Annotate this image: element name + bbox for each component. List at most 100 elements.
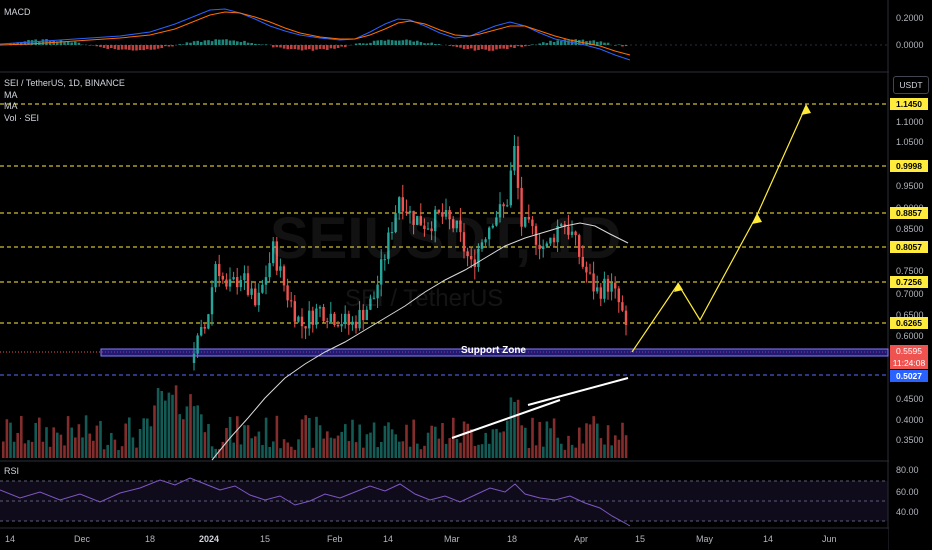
volume-bar [34,422,37,458]
volume-bar [221,441,225,458]
level-tag[interactable]: 0.7256 [890,276,928,288]
current-price-tag[interactable]: 0.5595 11:24:08 [890,345,928,369]
volume-bar [473,445,477,458]
candle-body [322,307,325,322]
watermark-name: SEI / TetherUS [345,285,504,312]
support-zone-rect[interactable] [100,348,889,357]
candle-body [480,242,484,249]
price-tick: 1.1000 [896,117,924,127]
volume-bar [156,387,160,458]
support-trendline[interactable] [527,377,629,406]
price-tick: 0.4500 [896,394,924,404]
projection-path[interactable] [631,105,807,353]
indicator-volume[interactable]: Vol · SEI [4,113,40,123]
volume-bar [369,432,372,458]
volume-bar [138,428,142,458]
horizontal-levels[interactable] [0,103,888,324]
volume-bar [70,427,73,458]
currency-button[interactable]: USDT [893,76,929,94]
macd-histogram-bar [290,45,293,50]
macd-histogram-bar [437,43,441,45]
candle-body [347,313,350,325]
time-tick: Dec [74,534,91,544]
volume-bar [74,437,77,458]
candle-body [488,227,491,240]
rsi-tick: 80.00 [896,465,919,475]
macd-histogram-bar [488,45,491,51]
level-tag[interactable]: 0.9998 [890,160,928,172]
macd-histogram-bar [178,44,181,45]
macd-histogram-bar [99,45,102,47]
macd-histogram-bar [185,42,189,45]
candle-body [214,264,217,288]
candle-body [621,302,624,311]
volume-bar [624,435,628,458]
macd-histogram-bar [502,45,505,49]
candle-body [452,219,455,229]
volume-bar [203,432,207,458]
volume-bar [437,438,441,458]
time-tick: 2024 [199,534,220,544]
volume-bar [480,444,484,458]
volume-bar [16,432,19,458]
indicator-ma-2[interactable]: MA [4,101,18,111]
volume-bar [207,424,210,458]
macd-tick: 0.0000 [896,40,924,50]
candle-body [401,197,404,212]
candle-countdown: 11:24:08 [892,358,926,368]
macd-histogram-bar [304,45,307,50]
level-tag[interactable]: 1.1450 [890,98,928,110]
level-tag[interactable]: 0.6265 [890,317,928,329]
candle-body [441,212,444,217]
macd-histogram-bar [430,42,433,45]
macd-histogram-bar [41,39,45,45]
volume-bar [542,446,545,458]
volume-trendline[interactable] [451,399,561,439]
macd-histogram-bar [131,45,135,51]
macd-histogram-bar [243,40,246,45]
volume-bar [527,447,531,458]
volume-bar [286,442,289,458]
price-axis[interactable] [889,0,932,550]
macd-histogram-bar [236,41,239,45]
macd-histogram-bar [387,39,390,45]
volume-bar [563,449,567,458]
candle-body [588,272,592,274]
candle-body [372,298,376,300]
volume-bar [135,447,138,458]
volume-bar [297,439,300,458]
volume-bar [282,439,286,458]
candle-body [466,251,469,257]
volume-bar [524,427,527,458]
projection-arrowhead [674,282,683,292]
symbol-title[interactable]: SEI / TetherUS, 1D, BINANCE [4,78,125,88]
volume-bar [146,418,149,458]
support-zone-label[interactable]: Support Zone [461,345,526,356]
volume-bar [164,400,167,458]
candle-body [578,235,581,257]
level-tag[interactable]: 0.8057 [890,241,928,253]
macd-histogram-bar [164,45,167,47]
time-tick: 18 [507,534,518,544]
volume-bar [311,447,315,458]
level-tag[interactable]: 0.8857 [890,207,928,219]
candle-body [516,145,520,188]
time-axis[interactable] [0,529,888,550]
volume-bar [426,432,430,458]
volume-bar [567,435,570,458]
macd-histogram-bar [34,39,37,45]
indicator-ma-1[interactable]: MA [4,90,18,100]
candle-body [290,300,293,302]
volume-bar [491,429,495,458]
volume-bar [102,449,106,458]
support-price-tag[interactable]: 0.5027 [890,370,928,382]
macd-histogram-bar [286,45,289,50]
volume-bar [621,422,624,458]
candle-body [408,210,412,213]
volume-bar [185,406,189,458]
candle-body [437,209,440,213]
candle-body [473,259,476,267]
macd-histogram-bar [470,45,473,49]
macd-histogram-bar [448,45,451,46]
